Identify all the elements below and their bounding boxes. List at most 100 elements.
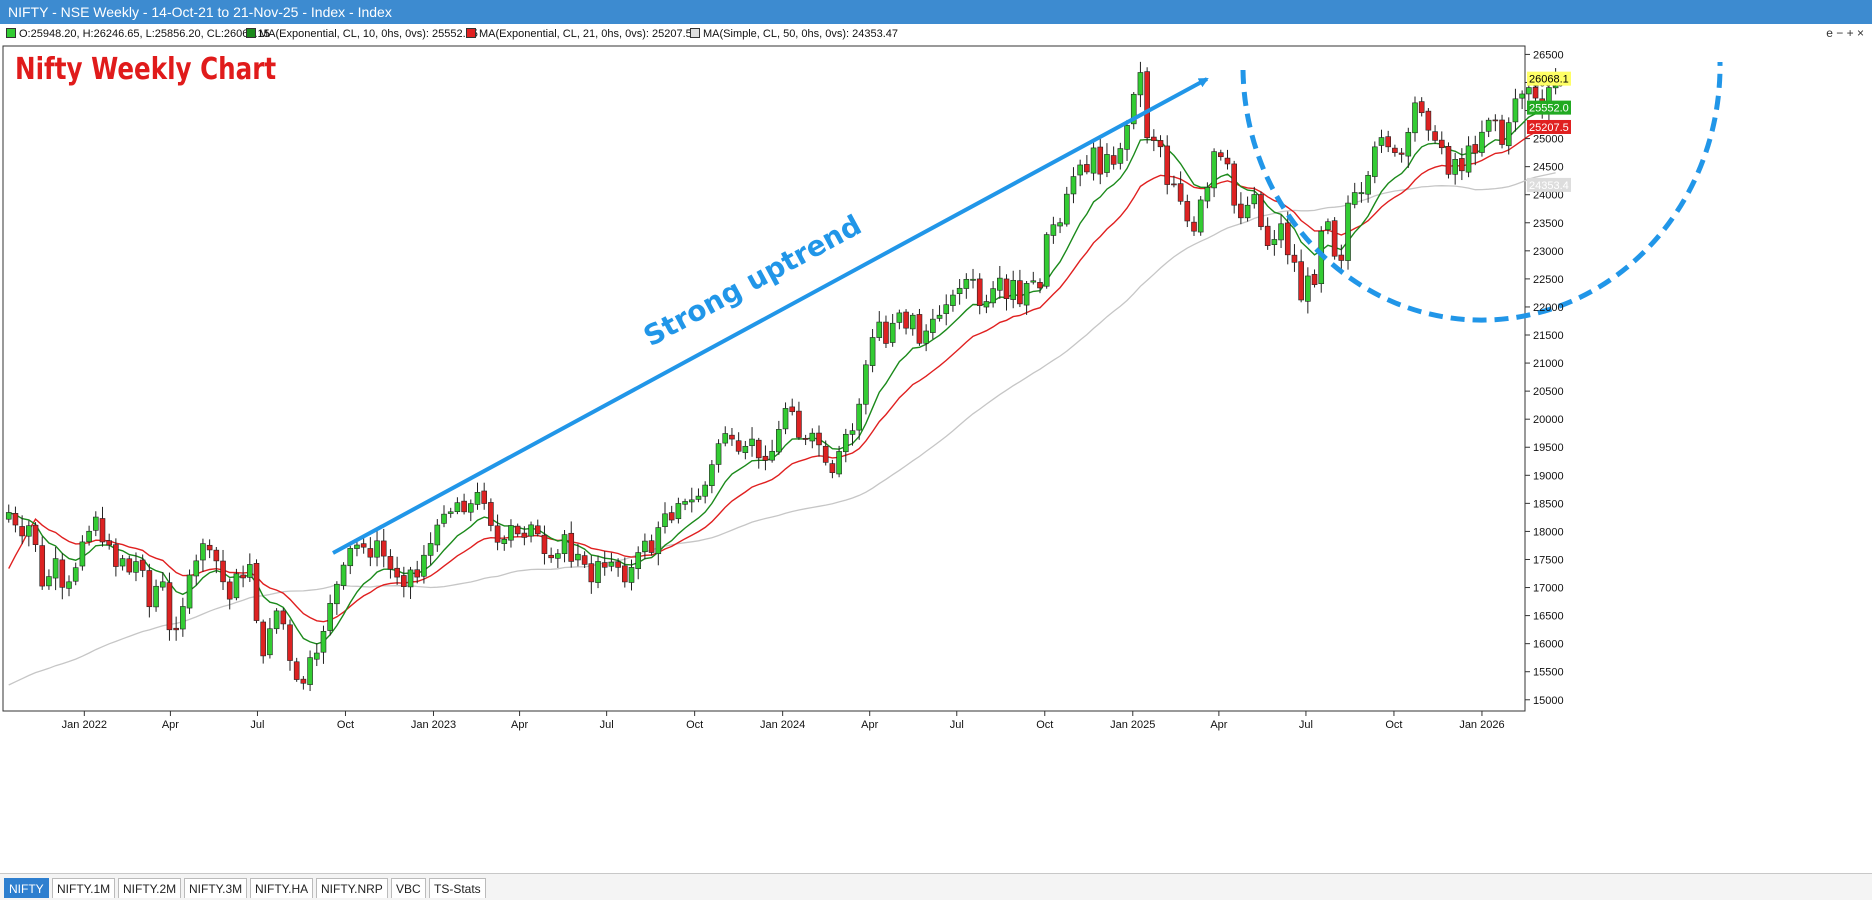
up-candle bbox=[809, 432, 816, 442]
down-candle bbox=[1532, 87, 1539, 99]
down-candle bbox=[615, 561, 621, 568]
tab-nifty-nrp[interactable]: NIFTY.NRP bbox=[316, 878, 388, 898]
down-candle bbox=[1438, 139, 1445, 149]
down-candle bbox=[360, 543, 367, 548]
down-candle bbox=[139, 559, 146, 571]
down-candle bbox=[1017, 280, 1023, 305]
up-candle bbox=[963, 278, 970, 289]
y-tick-label: 20000 bbox=[1533, 414, 1564, 426]
up-candle bbox=[193, 560, 200, 577]
x-tick-label: Jan 2023 bbox=[411, 719, 456, 731]
down-candle bbox=[1284, 222, 1291, 256]
up-candle bbox=[1465, 145, 1472, 173]
down-candle bbox=[1445, 146, 1452, 175]
down-candle bbox=[240, 574, 246, 579]
down-candle bbox=[829, 463, 836, 473]
tab-ts-stats[interactable]: TS-Stats bbox=[429, 878, 486, 898]
up-candle bbox=[682, 501, 688, 505]
x-tick-label: Jul bbox=[600, 719, 614, 731]
up-candle bbox=[1485, 119, 1492, 132]
up-candle bbox=[46, 576, 52, 587]
up-candle bbox=[1104, 154, 1110, 173]
up-candle bbox=[1351, 192, 1358, 205]
down-candle bbox=[903, 311, 909, 329]
up-candle bbox=[159, 581, 166, 588]
up-candle bbox=[434, 524, 441, 546]
down-candle bbox=[1392, 147, 1398, 153]
down-candle bbox=[1184, 201, 1191, 222]
up-candle bbox=[856, 403, 862, 431]
x-tick-label: Apr bbox=[511, 719, 528, 731]
chart-window-controls[interactable]: e − + × bbox=[1826, 26, 1864, 40]
up-candle bbox=[876, 321, 883, 338]
price-box bbox=[1527, 71, 1571, 86]
down-candle bbox=[548, 554, 554, 559]
up-candle bbox=[247, 564, 253, 578]
down-candle bbox=[822, 445, 829, 463]
down-candle bbox=[1037, 282, 1043, 289]
legend-ohlc: O:25948.20, H:26246.65, L:25856.20, CL:2… bbox=[6, 28, 270, 40]
down-candle bbox=[581, 555, 588, 565]
tab-nifty-1m[interactable]: NIFTY.1M bbox=[52, 878, 116, 898]
y-tick-label: 26500 bbox=[1533, 49, 1564, 61]
up-candle bbox=[347, 548, 354, 567]
up-candle bbox=[1010, 279, 1017, 300]
down-candle bbox=[126, 558, 133, 573]
up-candle bbox=[307, 657, 313, 685]
up-candle bbox=[474, 492, 481, 505]
up-candle bbox=[1023, 283, 1030, 306]
down-candle bbox=[648, 540, 655, 553]
up-candle bbox=[447, 511, 454, 514]
tab-vbc[interactable]: VBC bbox=[391, 878, 426, 898]
tab-nifty-ha[interactable]: NIFTY.HA bbox=[250, 878, 314, 898]
down-candle bbox=[213, 549, 220, 562]
down-candle bbox=[494, 525, 501, 543]
up-candle bbox=[695, 495, 702, 500]
tab-nifty[interactable]: NIFTY bbox=[4, 878, 49, 898]
up-candle bbox=[407, 569, 414, 588]
down-candle bbox=[59, 559, 66, 588]
y-tick-label: 21000 bbox=[1533, 358, 1564, 370]
down-candle bbox=[1171, 183, 1177, 186]
up-candle bbox=[1244, 204, 1251, 219]
up-candle bbox=[1305, 275, 1311, 302]
tab-nifty-2m[interactable]: NIFTY.2M bbox=[118, 878, 182, 898]
down-candle bbox=[1385, 136, 1392, 148]
down-candle bbox=[1499, 119, 1505, 145]
down-candle bbox=[762, 455, 769, 461]
price-box bbox=[1527, 100, 1571, 115]
x-tick-label: Jan 2025 bbox=[1110, 719, 1155, 731]
up-candle bbox=[776, 429, 782, 453]
up-candle bbox=[742, 445, 749, 453]
up-candle bbox=[715, 443, 722, 465]
window-title: NIFTY - NSE Weekly - 14-Oct-21 to 21-Nov… bbox=[8, 4, 392, 20]
down-candle bbox=[1311, 274, 1318, 285]
down-candle bbox=[1459, 158, 1465, 172]
up-candle bbox=[1405, 132, 1412, 157]
down-candle bbox=[1398, 152, 1405, 155]
down-candle bbox=[1298, 261, 1304, 301]
ma10-path bbox=[8, 102, 1557, 645]
down-candle bbox=[1418, 101, 1425, 114]
down-candle bbox=[300, 678, 307, 684]
y-tick-label: 18500 bbox=[1533, 498, 1564, 510]
x-tick-label: Jan 2026 bbox=[1459, 719, 1504, 731]
y-tick-label: 19000 bbox=[1533, 470, 1564, 482]
down-candle bbox=[1432, 131, 1438, 141]
tab-nifty-3m[interactable]: NIFTY.3M bbox=[184, 878, 248, 898]
up-candle bbox=[836, 451, 842, 475]
x-tick-label: Apr bbox=[861, 719, 878, 731]
up-candle bbox=[662, 513, 668, 527]
up-candle bbox=[334, 583, 340, 605]
up-candle bbox=[1130, 93, 1137, 125]
price-box bbox=[1527, 177, 1571, 192]
down-candle bbox=[1084, 164, 1090, 173]
down-candle bbox=[12, 513, 19, 526]
down-candle bbox=[789, 406, 796, 413]
down-candle bbox=[1191, 221, 1197, 232]
legend-ma10: MA(Exponential, CL, 10, 0hs, 0vs): 25552… bbox=[246, 28, 478, 40]
up-candle bbox=[1211, 151, 1217, 189]
up-candle bbox=[427, 543, 434, 556]
up-candle bbox=[528, 524, 534, 537]
